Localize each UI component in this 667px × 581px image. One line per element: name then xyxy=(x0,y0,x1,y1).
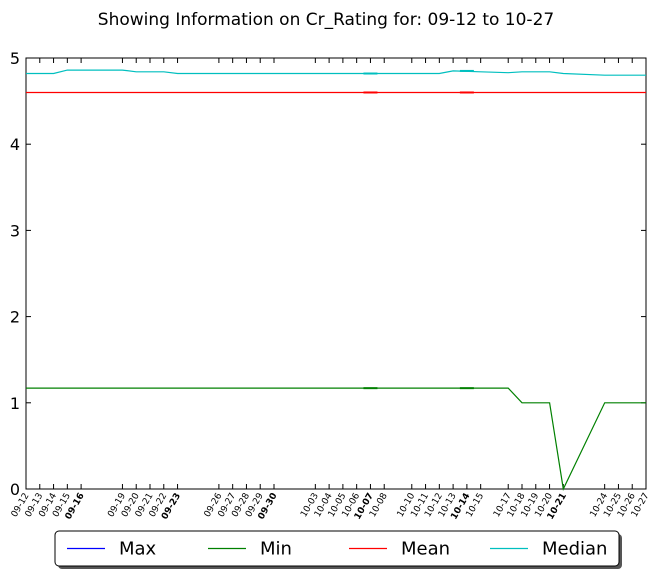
legend-box xyxy=(54,530,620,567)
legend-label-min: Min xyxy=(260,539,292,560)
chart-title: Showing Information on Cr_Rating for: 09… xyxy=(98,10,554,30)
y-tick-label: 1 xyxy=(10,394,20,413)
legend-label-mean: Mean xyxy=(401,539,450,560)
y-tick-label: 4 xyxy=(10,135,20,154)
legend-label-median: Median xyxy=(542,539,607,560)
plot-frame xyxy=(25,57,647,490)
y-tick-label: 3 xyxy=(10,221,20,240)
y-tick-label: 5 xyxy=(10,49,20,68)
series-line-min xyxy=(26,387,646,491)
y-tick-label: 2 xyxy=(10,308,20,327)
legend: Max Min Mean Median xyxy=(54,530,622,569)
y-tick-label: 0 xyxy=(10,480,20,499)
legend-label-max: Max xyxy=(119,539,157,560)
series-line-median xyxy=(26,69,646,76)
